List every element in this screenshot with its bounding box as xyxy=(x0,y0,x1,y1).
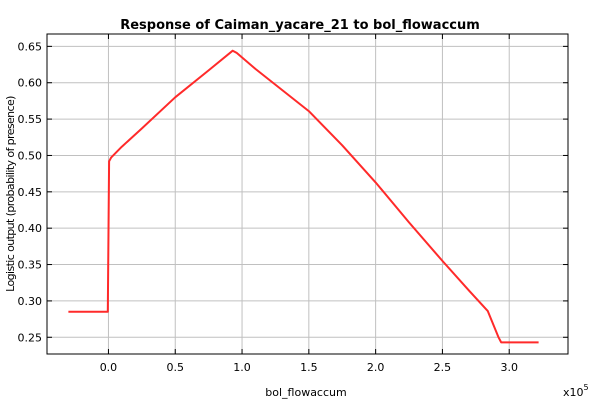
response-curve xyxy=(68,49,539,344)
axis-ticks xyxy=(47,34,568,354)
y-tick-label: 0.45 xyxy=(18,186,43,199)
x-tick-label: 2.5 xyxy=(434,361,452,374)
y-tick-label: 0.25 xyxy=(18,331,43,344)
x-tick-label: 1.5 xyxy=(300,361,318,374)
y-tick-label: 0.40 xyxy=(18,222,43,235)
y-tick-label: 0.50 xyxy=(18,149,43,162)
y-axis-label: Logistic output (probability of presence… xyxy=(4,96,17,292)
x-tick-label: 1.0 xyxy=(233,361,251,374)
x-tick-label: 2.0 xyxy=(367,361,385,374)
y-tick-label: 0.55 xyxy=(18,113,43,126)
x-tick-label: 0.0 xyxy=(100,361,118,374)
chart-title: Response of Caiman_yacare_21 to bol_flow… xyxy=(120,18,480,33)
y-tick-label: 0.65 xyxy=(18,40,43,53)
tick-labels: 0.0 0.5 1.0 1.5 2.0 2.5 3.0 0.25 0.30 0.35 0.40 0.4… xyxy=(18,40,518,374)
y-tick-label: 0.35 xyxy=(18,259,43,272)
series-layer xyxy=(68,49,539,344)
x-multiplier: x105 xyxy=(563,383,589,399)
grid xyxy=(47,34,568,354)
x-tick-label: 0.5 xyxy=(166,361,184,374)
y-tick-label: 0.30 xyxy=(18,295,43,308)
x-axis-label: bol_flowaccum xyxy=(265,386,346,399)
x-multiplier-exponent: 5 xyxy=(584,383,589,392)
x-tick-label: 3.0 xyxy=(500,361,518,374)
plot-frame xyxy=(46,33,569,355)
x-multiplier-base: x10 xyxy=(563,386,584,399)
y-tick-label: 0.60 xyxy=(18,77,43,90)
